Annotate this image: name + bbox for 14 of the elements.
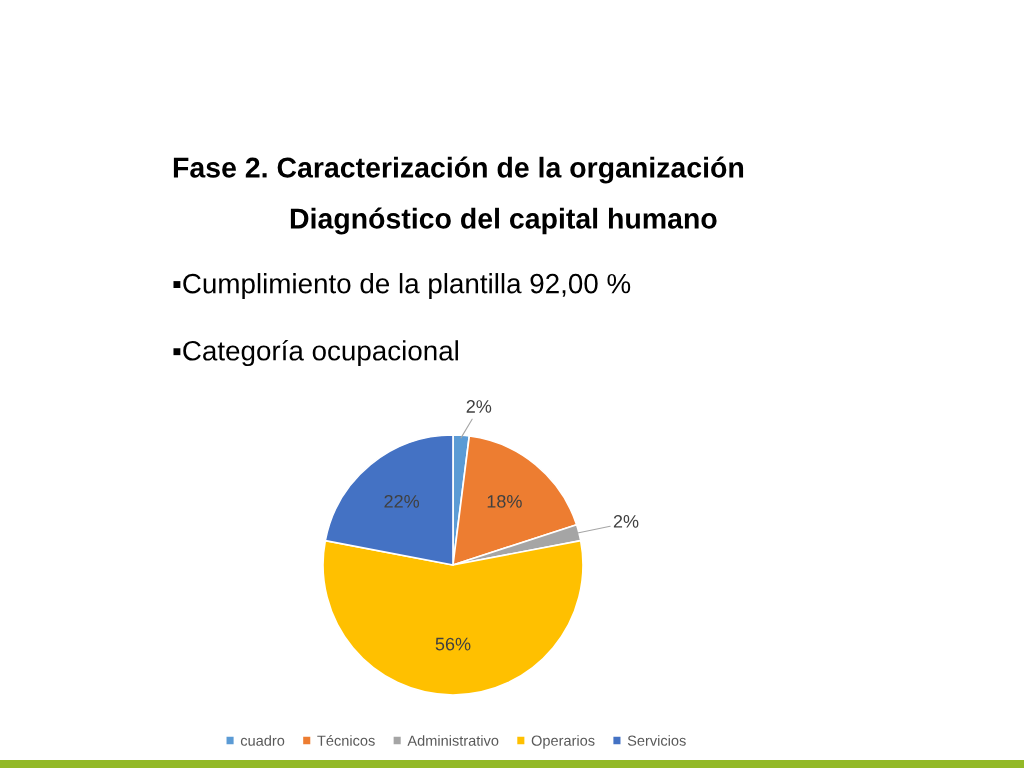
data-label: 22%	[384, 494, 420, 508]
legend-label: Servicios	[627, 735, 686, 746]
legend-label: Operarios	[531, 735, 595, 749]
chart-subtitle: Diagnóstico del capital humano	[290, 207, 717, 235]
data-label: 18%	[487, 494, 522, 508]
legend-label: Administrativo	[407, 735, 499, 746]
data-label: 2%	[613, 515, 639, 528]
text: ▪Categoría ocupacional	[173, 339, 458, 367]
legend-label: Técnicos	[317, 734, 375, 746]
legend-label: cuadro	[240, 735, 285, 746]
data-label: 2%	[466, 400, 492, 413]
data-label: 56%	[435, 637, 471, 651]
chart-title: Fase 2. Caracterización de la organización	[173, 156, 744, 184]
text: ▪Cumplimiento de la plantilla 92,00 %	[173, 273, 631, 299]
